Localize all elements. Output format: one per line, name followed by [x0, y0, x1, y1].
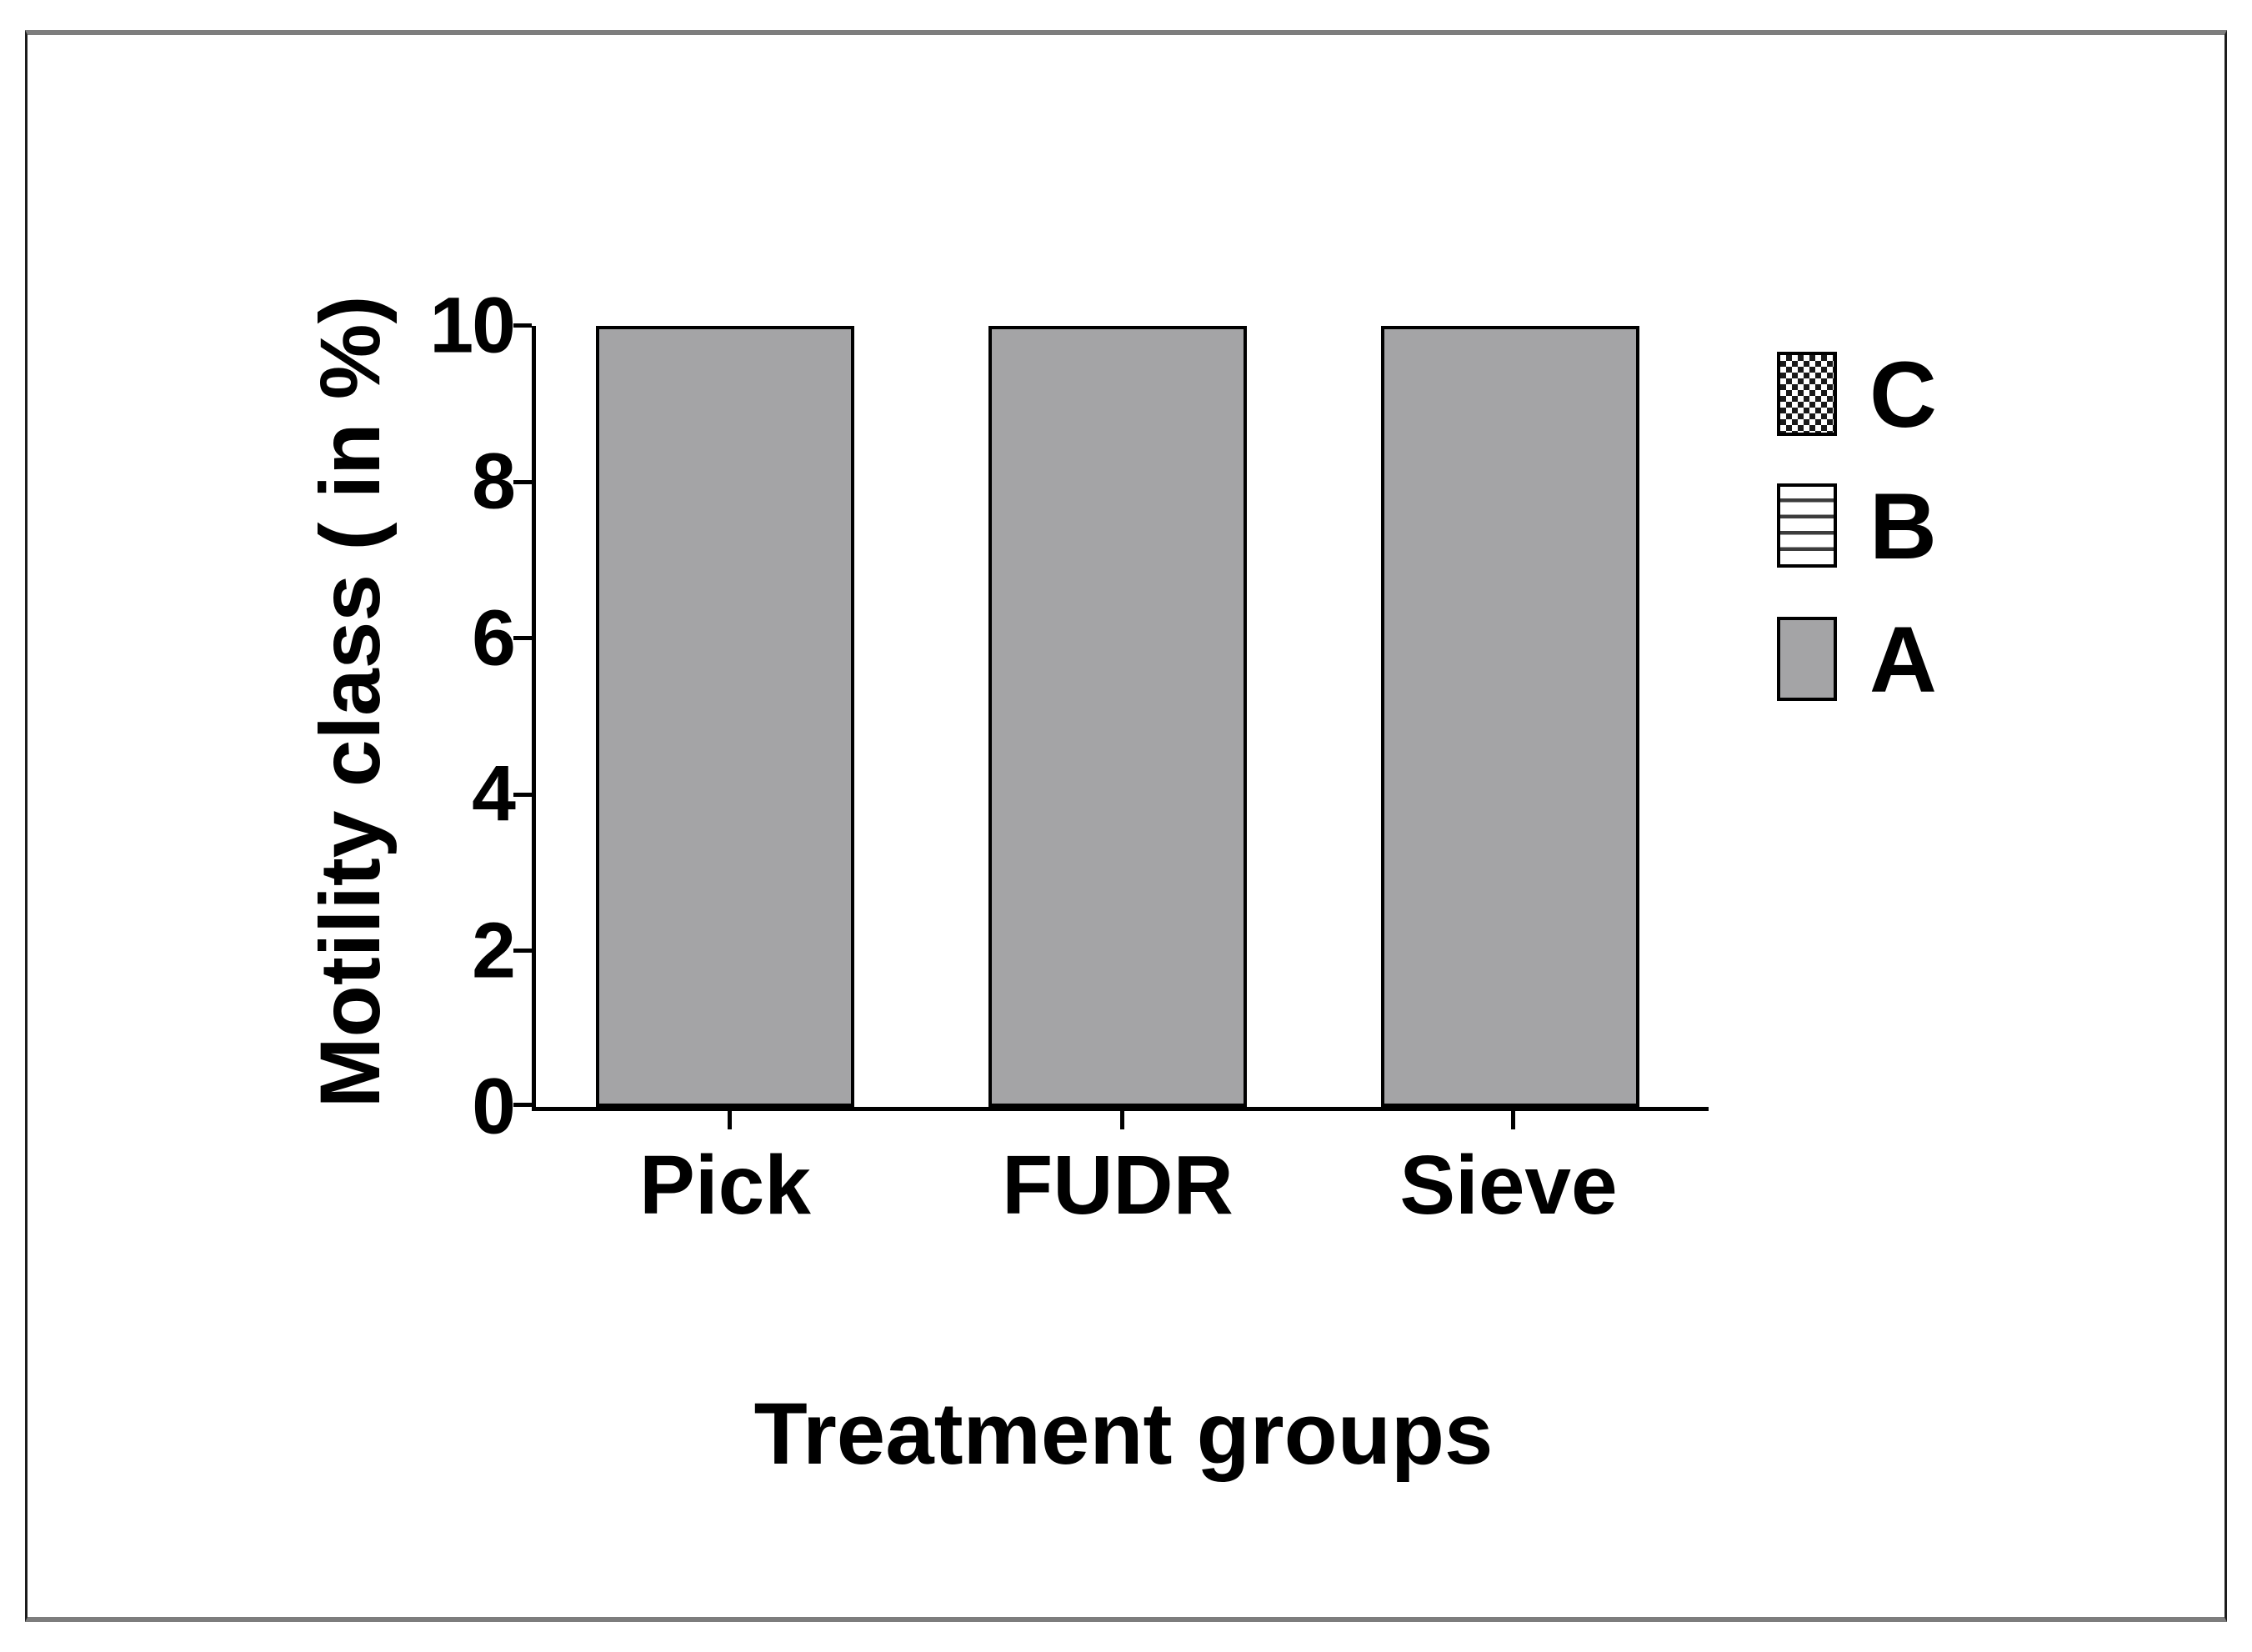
y-tick-label-8: 8 — [472, 437, 516, 526]
y-axis-tick — [513, 1103, 532, 1107]
y-axis-tick — [513, 636, 532, 640]
x-tick-label-fudr: FUDR — [1002, 1139, 1234, 1232]
y-tick-label-6: 6 — [472, 593, 516, 683]
plot-area — [513, 323, 1709, 1129]
y-axis-tick — [513, 480, 532, 484]
x-axis-tick — [1511, 1111, 1515, 1129]
legend-label-c: C — [1869, 343, 1937, 447]
x-tick-label-sieve: Sieve — [1399, 1139, 1618, 1232]
x-axis-tick — [728, 1111, 732, 1129]
legend-label-a: A — [1869, 608, 1937, 712]
bar-sieve — [1381, 326, 1639, 1107]
y-axis-title: Motility class ( in %) — [303, 295, 398, 1109]
legend-swatch-solid-icon — [1777, 617, 1837, 701]
y-tick-label-10: 10 — [429, 281, 516, 370]
bar-pick — [596, 326, 854, 1107]
x-axis-tick — [1120, 1111, 1124, 1129]
y-tick-label-0: 0 — [472, 1062, 516, 1151]
y-tick-label-2: 2 — [472, 906, 516, 995]
y-axis-tick — [513, 949, 532, 953]
bar-fudr — [988, 326, 1247, 1107]
legend-swatch-checkerboard-icon — [1777, 352, 1837, 436]
y-tick-label-4: 4 — [472, 749, 516, 839]
x-tick-label-pick: Pick — [639, 1139, 811, 1232]
legend-label-b: B — [1869, 474, 1937, 578]
legend-swatch-stripes-icon — [1777, 483, 1837, 568]
y-axis-tick — [513, 323, 532, 328]
x-axis-title: Treatment groups — [753, 1385, 1494, 1483]
y-axis-tick — [513, 793, 532, 797]
